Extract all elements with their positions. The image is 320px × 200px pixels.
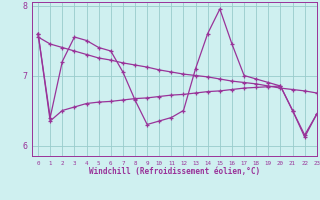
X-axis label: Windchill (Refroidissement éolien,°C): Windchill (Refroidissement éolien,°C) [89, 167, 260, 176]
